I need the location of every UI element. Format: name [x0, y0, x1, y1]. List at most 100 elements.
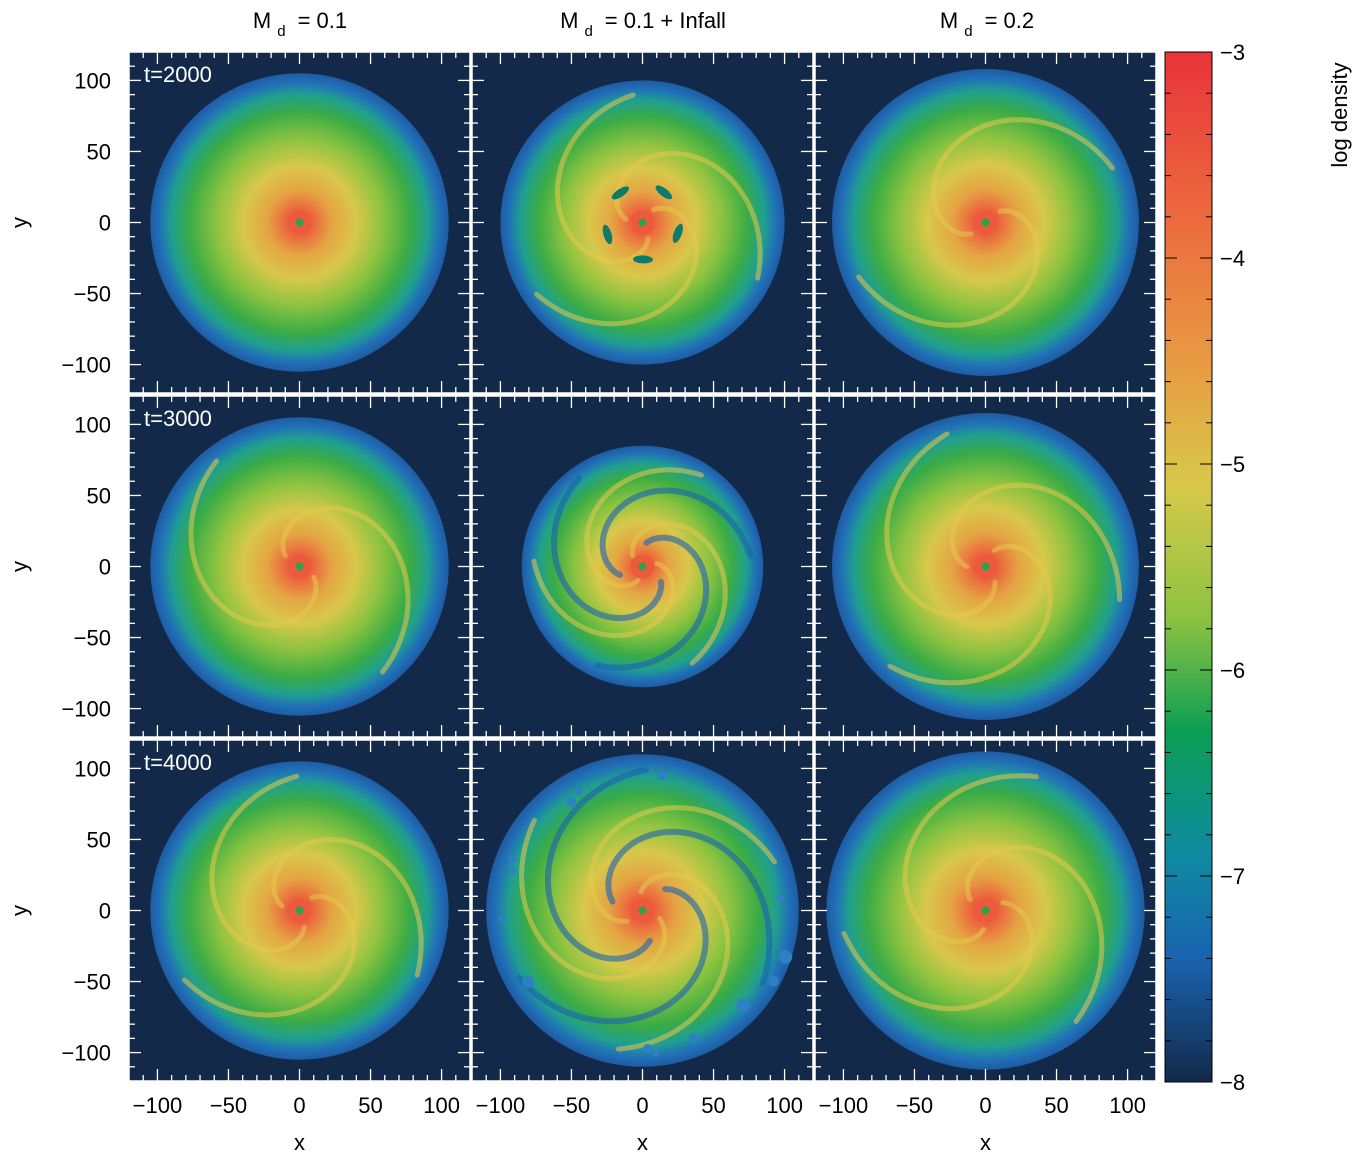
- panel-r1-c3: [815, 52, 1156, 393]
- clump: [652, 1050, 660, 1058]
- y-axis-label: y: [7, 561, 32, 572]
- clump: [688, 1033, 700, 1044]
- density-gap: [594, 534, 710, 671]
- spiral-arm: [884, 431, 998, 618]
- spiral-arm: [616, 871, 731, 1052]
- time-label: t=4000: [144, 750, 212, 775]
- central-star: [638, 562, 647, 571]
- clump: [776, 894, 785, 902]
- density-gap: [599, 487, 754, 578]
- central-star: [638, 218, 647, 227]
- x-tick-label: 50: [1044, 1093, 1068, 1118]
- spiral-arm: [949, 482, 1123, 602]
- x-tick-label: −50: [553, 1093, 590, 1118]
- x-tick-label: −100: [476, 1093, 526, 1118]
- central-star: [295, 218, 304, 227]
- spiral-arm: [182, 894, 357, 1018]
- density-gap: [550, 475, 665, 622]
- spiral-arm: [588, 805, 777, 924]
- x-tick-label: 100: [1109, 1093, 1146, 1118]
- y-tick-label: 100: [74, 412, 111, 437]
- x-tick-label: −50: [896, 1093, 933, 1118]
- clump: [736, 999, 750, 1013]
- colorbar-tick-label: −5: [1220, 452, 1245, 477]
- colorbar-tick-label: −4: [1220, 246, 1245, 271]
- spiral-arm: [902, 773, 1039, 945]
- clump: [778, 950, 793, 964]
- y-tick-label: 0: [99, 899, 111, 924]
- colorbar-tick-label: −8: [1220, 1070, 1245, 1095]
- x-tick-label: 50: [358, 1093, 382, 1118]
- x-tick-label: 0: [293, 1093, 305, 1118]
- panel-r2-c2: [472, 396, 813, 737]
- spiral-arm: [856, 208, 1041, 328]
- panels: [128, 51, 1157, 1082]
- central-star: [981, 562, 990, 571]
- panel-r3-c3: [815, 740, 1156, 1081]
- y-tick-label: 0: [99, 555, 111, 580]
- y-tick-label: −50: [74, 282, 111, 307]
- colorbar-tick-label: −7: [1220, 864, 1245, 889]
- x-axis-label: x: [980, 1130, 991, 1155]
- colorbar-tick-label: −3: [1220, 40, 1245, 65]
- x-tick-label: 0: [636, 1093, 648, 1118]
- density-gap: [605, 828, 773, 987]
- colorbar: −3 −4 −5 −6 −7 −8 log density: [1164, 40, 1352, 1095]
- central-star: [981, 218, 990, 227]
- x-axis-label: x: [637, 1130, 648, 1155]
- spiral-arm: [534, 205, 699, 327]
- y-tick-label: −50: [74, 626, 111, 651]
- x-tick-label: 100: [423, 1093, 460, 1118]
- panel-r1-c2: [472, 52, 813, 393]
- clump: [768, 975, 779, 987]
- panel-r1-c1: [129, 52, 470, 393]
- spiral-arm: [554, 92, 651, 265]
- clump: [509, 855, 517, 863]
- y-tick-label: −100: [61, 1041, 111, 1066]
- y-tick-label: 0: [99, 211, 111, 236]
- panel-r3-c1: [129, 740, 470, 1081]
- y-tick-label: 100: [74, 756, 111, 781]
- y-axis-label: y: [7, 217, 32, 228]
- density-gap: [611, 186, 629, 200]
- density-gap: [655, 185, 673, 200]
- spiral-arm: [629, 521, 728, 666]
- tick-labels: t=2000 t=3000 t=4000 100 50 0 −50 −100 y 100 50 0 −5…: [7, 62, 1146, 1155]
- y-tick-label: −100: [61, 353, 111, 378]
- x-tick-label: 0: [979, 1093, 991, 1118]
- colorbar-ticks: −3 −4 −5 −6 −7 −8: [1165, 40, 1245, 1095]
- clump: [508, 867, 517, 875]
- clump: [522, 976, 535, 989]
- panel-r3-c2: [472, 740, 813, 1081]
- central-star: [638, 906, 647, 915]
- spiral-arm: [531, 558, 676, 639]
- spiral-arm: [841, 900, 1035, 1012]
- clump: [575, 788, 583, 796]
- y-tick-label: 100: [74, 68, 111, 93]
- y-tick-label: 50: [87, 827, 111, 852]
- spiral-arm: [209, 773, 307, 953]
- axis-ticks: [129, 52, 1156, 1081]
- panel-r2-c3: [815, 396, 1156, 737]
- x-tick-label: 100: [766, 1093, 803, 1118]
- spiral-arm: [188, 458, 319, 628]
- time-label: t=2000: [144, 62, 212, 87]
- spiral-arm: [519, 817, 668, 982]
- density-gap: [544, 766, 653, 962]
- y-tick-label: −100: [61, 697, 111, 722]
- colorbar-gradient: [1164, 51, 1213, 1083]
- clump: [657, 771, 667, 780]
- density-gap: [672, 223, 683, 243]
- panel-r2-c1: [129, 396, 470, 737]
- spiral-arm: [887, 543, 1053, 686]
- density-gap: [633, 255, 653, 264]
- spiral-arm: [930, 117, 1115, 237]
- x-tick-label: −50: [210, 1093, 247, 1118]
- density-gap: [602, 224, 613, 245]
- spiral-arm: [584, 467, 704, 589]
- x-tick-label: −100: [819, 1093, 869, 1118]
- y-axis-label: y: [7, 905, 32, 916]
